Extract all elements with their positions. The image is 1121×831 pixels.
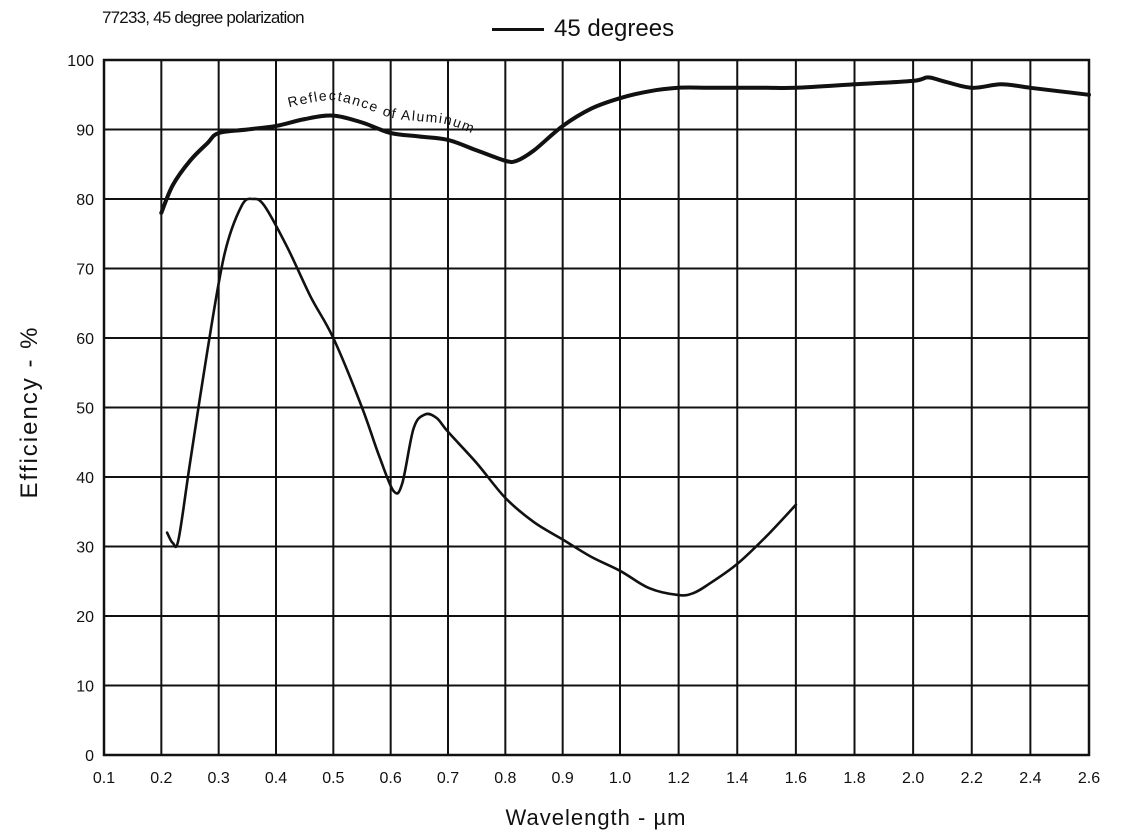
y-tick-label: 10 (76, 679, 94, 696)
y-tick-label: 60 (76, 331, 94, 348)
chart-title: 77233, 45 degree polarization (102, 8, 305, 27)
x-tick-label: 0.4 (265, 770, 287, 787)
y-tick-label: 0 (85, 748, 94, 765)
x-tick-label: 1.2 (668, 770, 690, 787)
x-tick-label: 0.9 (552, 770, 574, 787)
y-tick-label: 90 (76, 123, 94, 140)
y-tick-label: 50 (76, 401, 94, 418)
x-tick-label: 1.6 (785, 770, 807, 787)
x-tick-label: 0.3 (208, 770, 230, 787)
x-tick-label: 0.6 (380, 770, 402, 787)
x-tick-label: 1.0 (609, 770, 631, 787)
x-tick-label: 1.4 (726, 770, 748, 787)
x-tick-label: 0.2 (150, 770, 172, 787)
series-line-reflectance-of-aluminum (159, 75, 1091, 215)
x-tick-label: 0.5 (322, 770, 344, 787)
series-line-45-degrees (165, 197, 798, 597)
x-tick-label: 0.7 (437, 770, 459, 787)
x-tick-label: 2.0 (902, 770, 924, 787)
x-tick-label: 0.1 (93, 770, 115, 787)
plot-frame (102, 58, 1091, 757)
y-tick-label: 40 (76, 470, 94, 487)
x-tick-label: 1.8 (843, 770, 865, 787)
y-tick-label: 20 (76, 609, 94, 626)
legend: 45 degrees (492, 14, 674, 44)
x-tick-label: 2.2 (961, 770, 983, 787)
y-tick-label: 80 (76, 192, 94, 209)
x-axis-label: Wavelength - µm (505, 805, 687, 830)
x-tick-label: 2.4 (1019, 770, 1041, 787)
x-tick-label: 0.8 (494, 770, 516, 787)
legend-line-swatch (492, 27, 544, 31)
x-tick-label: 2.6 (1078, 770, 1100, 787)
y-tick-label: 30 (76, 540, 94, 557)
y-tick-label: 70 (76, 262, 94, 279)
y-axis-label: Efficiency - % (16, 325, 43, 499)
legend-entry: 45 degrees (554, 15, 675, 42)
y-tick-label: 100 (67, 53, 94, 70)
